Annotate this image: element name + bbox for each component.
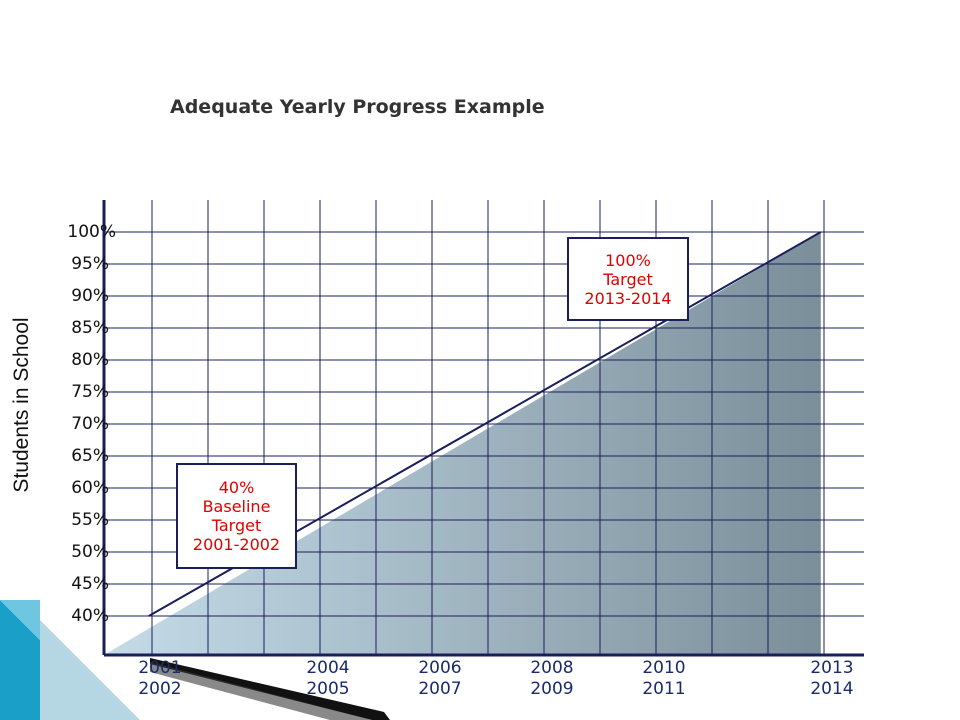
y-tick-label: 75% xyxy=(71,382,109,402)
x-tick-year-end: 2005 xyxy=(306,679,350,699)
x-tick-year-end: 2011 xyxy=(642,679,686,699)
y-tick-label: 40% xyxy=(71,606,109,626)
callout-line: 2013-2014 xyxy=(584,288,672,308)
callout-line: Target xyxy=(211,516,262,535)
callout-line: 2001-2002 xyxy=(192,535,281,554)
x-tick-year-start: 2013 xyxy=(810,658,854,678)
target-callout: 100% Target 2013-2014 xyxy=(567,237,689,321)
area-fill xyxy=(104,232,821,655)
y-tick-label: 55% xyxy=(71,510,109,530)
x-tick-year-start: 2010 xyxy=(642,658,686,678)
baseline-callout: 40% Baseline Target 2001-2002 xyxy=(176,463,297,569)
x-tick-year-start: 2008 xyxy=(530,658,574,678)
callout-line: Target xyxy=(603,269,653,289)
chart-title: Adequate Yearly Progress Example xyxy=(170,96,545,118)
y-tick-label: 45% xyxy=(71,574,109,594)
y-tick-label: 100% xyxy=(67,222,116,242)
y-axis-label: Students in School xyxy=(10,317,33,493)
pointer-shadow xyxy=(150,662,372,720)
x-tick-year-end: 2009 xyxy=(530,679,574,699)
callout-line: Baseline xyxy=(202,497,271,516)
x-tick-year-end: 2002 xyxy=(138,679,182,699)
x-tick-label: 2006 2007 xyxy=(400,658,480,700)
x-tick-year-end: 2007 xyxy=(418,679,462,699)
x-tick-label: 2013 2014 xyxy=(792,658,872,700)
y-tick-label: 95% xyxy=(71,254,109,274)
y-tick-label: 80% xyxy=(71,350,109,370)
x-tick-year-start: 2006 xyxy=(418,658,462,678)
x-tick-label: 2004 2005 xyxy=(288,658,368,700)
y-tick-label: 90% xyxy=(71,286,109,306)
x-tick-label: 2010 2011 xyxy=(624,658,704,700)
x-tick-label: 2001 2002 xyxy=(120,658,200,700)
y-tick-label: 70% xyxy=(71,414,109,434)
callout-line: 40% xyxy=(218,478,255,497)
x-tick-year-start: 2004 xyxy=(306,658,350,678)
pointer-wedge xyxy=(150,658,390,720)
x-tick-year-end: 2014 xyxy=(810,679,854,699)
y-tick-label: 50% xyxy=(71,542,109,562)
x-tick-label: 2008 2009 xyxy=(512,658,592,700)
y-tick-label: 85% xyxy=(71,318,109,338)
callout-line: 100% xyxy=(605,250,651,270)
x-tick-year-start: 2001 xyxy=(138,658,182,678)
y-tick-label: 60% xyxy=(71,478,109,498)
y-tick-label: 65% xyxy=(71,446,109,466)
